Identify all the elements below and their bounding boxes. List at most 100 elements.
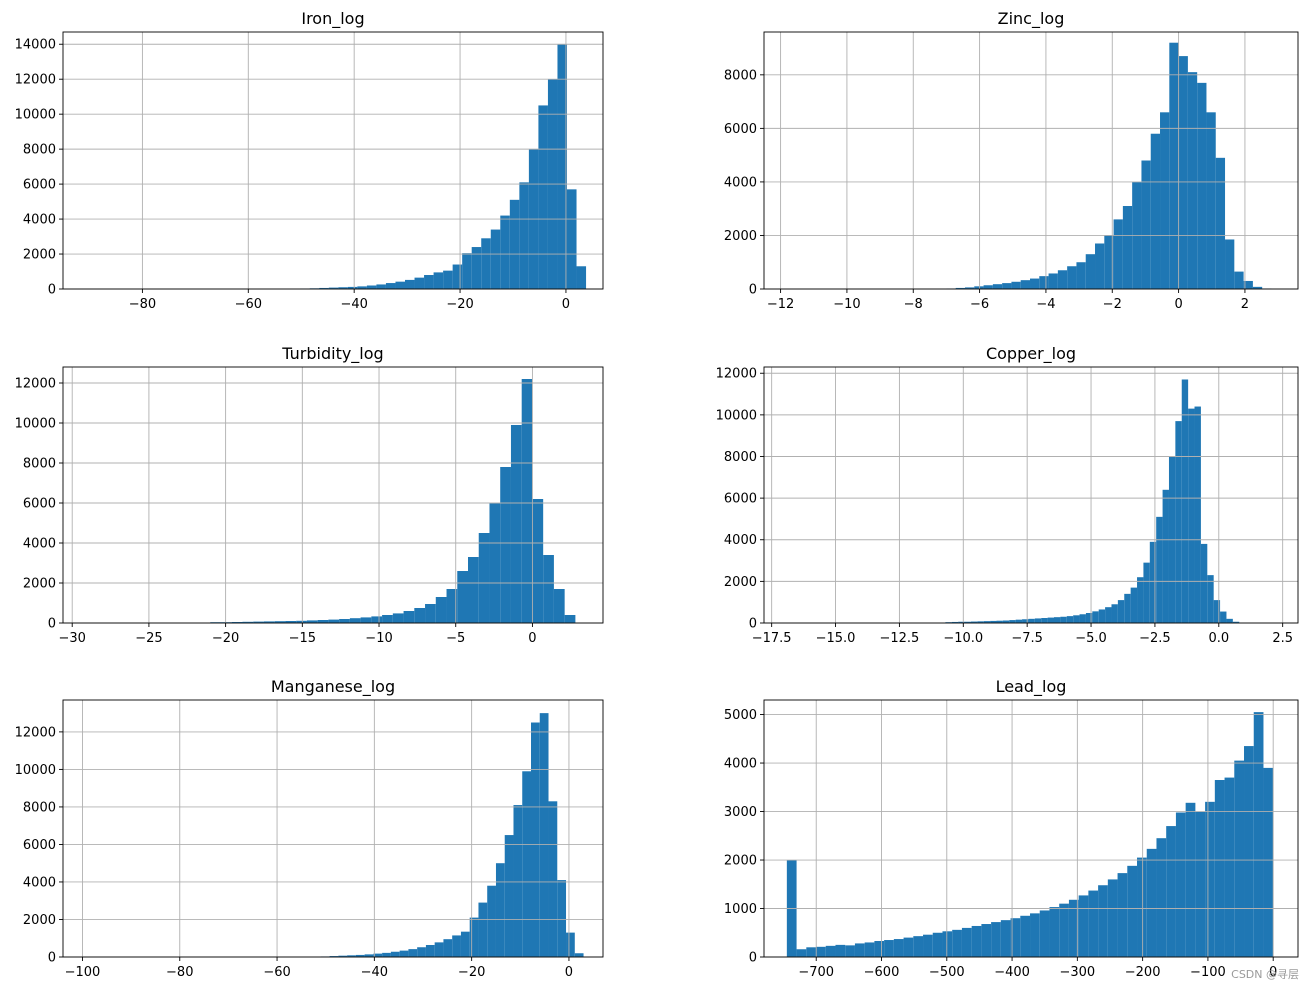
y-tick-label: 8000 (724, 68, 757, 83)
histogram-bar (574, 953, 584, 957)
histogram-bar (1060, 616, 1067, 623)
x-tick-label: −20 (458, 965, 485, 980)
histogram-bar (1149, 541, 1157, 623)
y-tick-label: 0 (749, 951, 757, 966)
histogram-bar (1143, 562, 1150, 623)
histogram-bar (390, 951, 400, 957)
x-tick-label: −2.5 (1139, 631, 1171, 646)
histogram-bar (510, 425, 522, 623)
histogram-bar (531, 722, 540, 957)
histogram-bar (1195, 811, 1206, 957)
bars (290, 44, 587, 290)
histogram-bar (242, 621, 254, 623)
y-tick-label: 12000 (716, 367, 757, 382)
chart-title: Iron_log (301, 9, 364, 29)
x-tick-label: −15 (289, 631, 316, 646)
histogram-bar (1127, 865, 1138, 957)
histogram-bar (1020, 280, 1031, 289)
y-tick-label: 4000 (23, 213, 56, 228)
histogram-bar (1263, 767, 1274, 957)
histogram-bar (1048, 273, 1058, 289)
histogram-bar (835, 944, 846, 957)
histogram-bar (864, 942, 875, 957)
histogram-bar (1175, 812, 1186, 957)
histogram-bar (462, 253, 472, 289)
y-tick-label: 14000 (15, 38, 56, 53)
x-tick-label: 2 (1241, 297, 1249, 312)
histogram-bar (1105, 607, 1112, 623)
bars (945, 379, 1272, 623)
histogram-bar (1224, 777, 1235, 957)
bars (786, 712, 1274, 957)
y-tick-label: 2000 (724, 854, 757, 869)
grid (764, 367, 1298, 624)
histogram-bar (1113, 219, 1123, 289)
histogram-bar (952, 929, 962, 957)
histogram-bar (996, 620, 1003, 623)
histogram-bar (417, 947, 426, 957)
histogram-bar (977, 621, 984, 623)
histogram-bar (1078, 895, 1089, 957)
x-tick-label: −25 (135, 631, 162, 646)
histogram-bar (1197, 82, 1207, 289)
histogram-bar (942, 931, 953, 957)
histogram-bar (548, 801, 558, 957)
histogram-bar (433, 272, 444, 289)
histogram-bar (1137, 857, 1147, 957)
y-tick-label: 8000 (23, 457, 56, 472)
histogram-bar (376, 284, 386, 289)
y-tick-label: 2000 (724, 575, 757, 590)
bars (210, 379, 576, 623)
histogram-bar (1022, 619, 1029, 623)
histogram-bar (519, 182, 529, 289)
histogram-bar (468, 557, 479, 623)
histogram-bar (1181, 379, 1189, 623)
histogram-bar (1206, 112, 1216, 289)
x-tick-label: −600 (864, 965, 900, 980)
histogram-bar (1015, 619, 1023, 623)
histogram-bar (543, 555, 554, 623)
histogram-bar (553, 589, 565, 623)
histogram-bar (328, 619, 340, 623)
x-tick-label: −6 (970, 297, 989, 312)
y-tick-label: 4000 (724, 175, 757, 190)
x-tick-label: 0 (1174, 297, 1182, 312)
histogram-bar (405, 279, 415, 289)
x-tick-label: −8 (904, 297, 923, 312)
x-tick-label: −200 (1125, 965, 1161, 980)
histogram-bar (1124, 593, 1131, 623)
histogram-bar (854, 943, 865, 957)
histogram-bar (1200, 543, 1208, 623)
histogram-bar (414, 608, 426, 623)
histogram-bar (1185, 802, 1196, 957)
x-tick-label: −2 (1103, 297, 1122, 312)
histogram-bar (274, 621, 286, 623)
x-tick-label: −10.0 (943, 631, 983, 646)
histogram-bar (974, 286, 984, 289)
histogram-bar (509, 199, 520, 289)
histogram-bar (357, 286, 367, 289)
histogram-bar (319, 287, 329, 289)
histogram-bar (557, 880, 567, 957)
histogram-bar (328, 287, 339, 289)
y-tick-label: 1000 (724, 902, 757, 917)
histogram-bar (513, 805, 523, 957)
x-tick-label: −40 (361, 965, 388, 980)
x-tick-label: −20 (212, 631, 239, 646)
histogram-bar (425, 604, 436, 623)
histogram-bar (373, 953, 383, 957)
histogram-bar (538, 105, 548, 289)
x-tick-label: −100 (1190, 965, 1226, 980)
y-tick-label: 8000 (23, 143, 56, 158)
histogram-bar (395, 281, 405, 289)
x-tick-label: −80 (129, 297, 156, 312)
x-tick-label: 0.0 (1208, 631, 1229, 646)
histogram-bar (1226, 618, 1233, 623)
grid (63, 32, 603, 290)
histogram-bar (1213, 600, 1221, 623)
histogram-bar (1057, 270, 1068, 289)
histogram-bar (951, 621, 959, 623)
histogram-bar (1095, 243, 1105, 289)
histogram-bar (285, 621, 297, 623)
